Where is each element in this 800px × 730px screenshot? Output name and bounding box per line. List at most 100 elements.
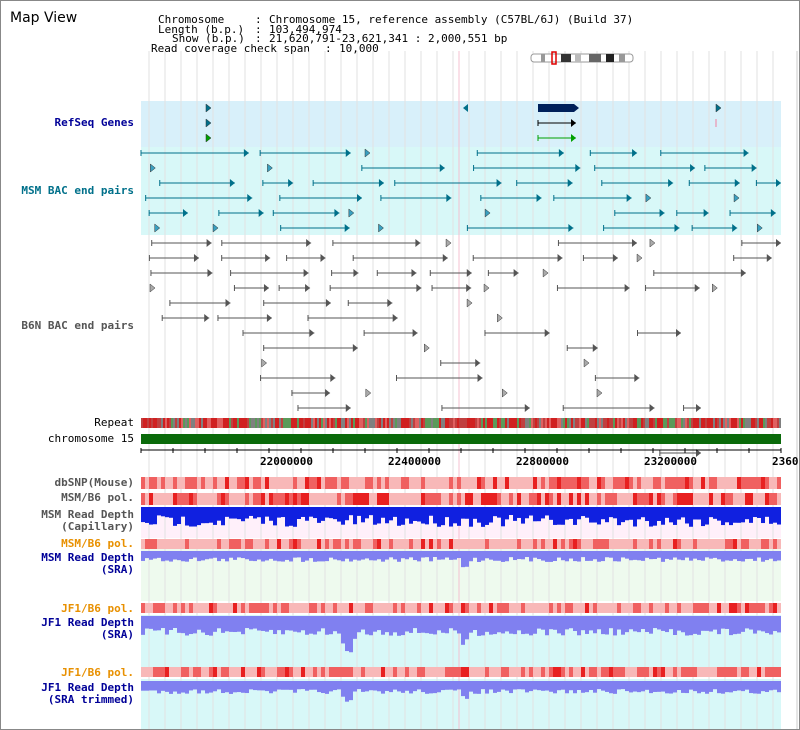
b6n-bac-end [483, 283, 490, 293]
msm-depth-cap-bar [497, 507, 501, 518]
jf1-pol-cell [269, 603, 273, 613]
dbsnp-cell [553, 477, 557, 489]
repeat-bar [297, 418, 299, 428]
repeat-bar [671, 418, 673, 428]
msm-pol-2-cell [581, 539, 585, 549]
b6n-bac-pair-arrow [309, 329, 315, 337]
jf1-trim-bar [181, 681, 185, 693]
msm-depth-cap-label[interactable]: MSM Read Depth [41, 508, 134, 521]
repeat-bar [287, 418, 289, 428]
jf1-trim-bar [729, 681, 733, 693]
jf1-pol-cell [361, 603, 365, 613]
msm-depth-sra-bar [517, 551, 521, 560]
msm-pol-label[interactable]: MSM/B6 pol. [61, 491, 134, 504]
msm-depth-cap-bar [517, 507, 521, 518]
show-key: Show (b.p.) [172, 32, 245, 45]
repeat-bar [293, 418, 295, 428]
b6n-bac-end [445, 238, 452, 248]
msm-pol-2-cell [309, 539, 313, 549]
msm-depth-sra-bar [417, 551, 421, 562]
jf1-trim-bar [497, 681, 501, 692]
msm-pol-2-cell [233, 539, 237, 549]
jf1-pol-2-cell [349, 667, 353, 677]
jf1-depth-bar [377, 616, 381, 631]
jf1-pol-2-cell [577, 667, 581, 677]
msm-depth-cap-bar [345, 507, 349, 521]
msm-depth-sra-bar [669, 551, 673, 560]
msm-depth-cap-bar [241, 507, 245, 522]
msm-depth-sra-bar [369, 551, 373, 561]
msm-bac-pair-arrow [496, 179, 502, 187]
repeat-bar [295, 418, 297, 428]
msm-pol-cell [209, 493, 213, 505]
jf1-depth-bar [305, 616, 309, 635]
msm-bac-end [212, 223, 219, 233]
msm-depth-cap-bar [193, 507, 197, 527]
msm-depth-sra-bar [541, 551, 545, 561]
dbsnp-label[interactable]: dbSNP(Mouse) [54, 476, 134, 489]
jf1-trim-bar [777, 681, 781, 693]
refseq-genes-label[interactable]: RefSeq Genes [54, 116, 134, 129]
msm-pol-2-cell [529, 539, 533, 549]
jf1-depth-bar [349, 616, 353, 653]
msm-pol-2-cell [265, 539, 269, 549]
repeat-bar [439, 418, 441, 428]
msm-depth-cap-bar [461, 507, 465, 519]
msm-depth-sra-bar [573, 551, 577, 562]
jf1-pol-2-cell [253, 667, 257, 677]
dbsnp-cell [341, 477, 345, 489]
msm-bac-label[interactable]: MSM BAC end pairs [21, 184, 134, 197]
jf1-depth-bar [689, 616, 693, 636]
b6n-bac-label[interactable]: B6N BAC end pairs [21, 319, 134, 332]
jf1-trim-bar [437, 681, 441, 693]
jf1-pol-2-cell [557, 667, 561, 677]
jf1-trim-bar [333, 681, 337, 691]
msm-pol-2-cell [481, 539, 485, 549]
jf1-pol-cell [401, 603, 405, 613]
msm-pol-cell [745, 493, 749, 505]
jf1-trim-bar [461, 681, 465, 697]
msm-bac-pair-arrow [536, 194, 542, 202]
repeat-bar [729, 418, 731, 428]
jf1-pol-2-cell [741, 667, 745, 677]
repeat-bar [219, 418, 221, 428]
repeat-bar [567, 418, 569, 428]
msm-pol-2-label[interactable]: MSM/B6 pol. [61, 537, 134, 550]
repeat-bar [693, 418, 695, 428]
repeat-bar [555, 418, 557, 428]
msm-depth-cap-bar [709, 507, 713, 518]
msm-pol-2-cell [617, 539, 621, 549]
msm-pol-2-cell [753, 539, 757, 549]
b6n-bac-end [149, 283, 156, 293]
jf1-pol-2-cell [429, 667, 433, 677]
msm-depth-sra-label[interactable]: MSM Read Depth [41, 551, 134, 564]
jf1-trim-bar [337, 681, 341, 690]
dbsnp-cell [165, 477, 169, 489]
repeat-bar [273, 418, 275, 428]
jf1-pol-label[interactable]: JF1/B6 pol. [61, 602, 134, 615]
jf1-trim-bar [549, 681, 553, 692]
repeat-bar [299, 418, 301, 428]
repeat-bar [625, 418, 627, 428]
jf1-pol-2-label[interactable]: JF1/B6 pol. [61, 666, 134, 679]
b6n-bac-pair-arrow [475, 359, 481, 367]
repeat-bar [617, 418, 619, 428]
jf1-trim-bar [417, 681, 421, 690]
msm-depth-sra-bar [565, 551, 569, 562]
repeat-bar [705, 418, 707, 428]
msm-depth-sra-bar [345, 551, 349, 559]
msm-pol-2-cell [153, 539, 157, 549]
jf1-depth-label[interactable]: JF1 Read Depth [41, 616, 134, 629]
msm-depth-cap-bar [161, 507, 165, 517]
repeat-bar [521, 418, 523, 428]
msm-pol-2-cell [461, 539, 465, 549]
jf1-pol-cell [593, 603, 597, 613]
jf1-depth-bar [613, 616, 617, 636]
msm-depth-cap-bar [177, 507, 181, 525]
b6n-bac-pair-arrow [387, 299, 393, 307]
jf1-pol-2-cell [185, 667, 189, 677]
msm-depth-sra-bar [713, 551, 717, 558]
msm-pol-cell [617, 493, 621, 505]
jf1-trim-label[interactable]: JF1 Read Depth [41, 681, 134, 694]
msm-depth-cap-bar [513, 507, 517, 521]
